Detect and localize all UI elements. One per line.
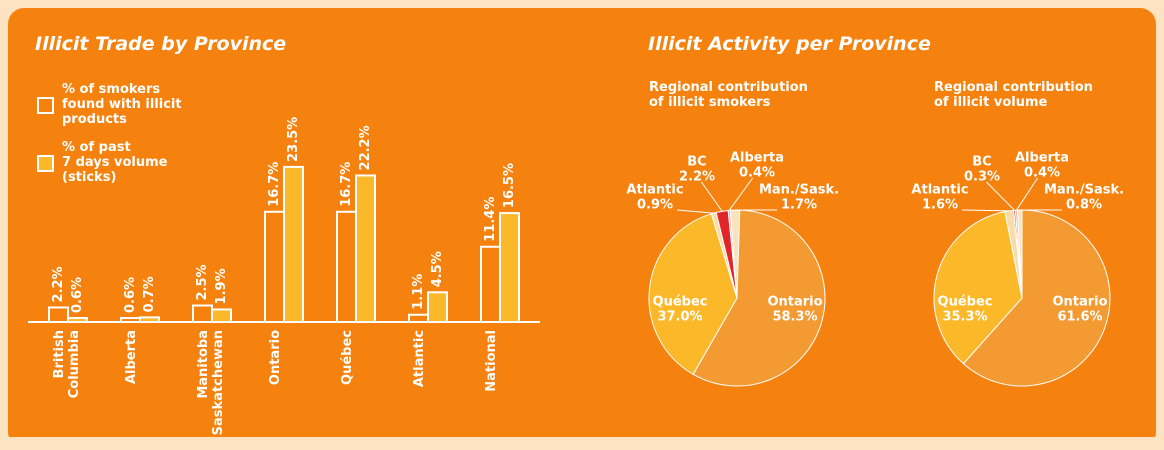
value-label: 22.2% <box>358 125 373 170</box>
value-label: 0.6% <box>123 277 138 313</box>
value-label: 0.4% <box>739 166 775 181</box>
category-label: BC <box>972 155 991 170</box>
value-label: 11.4% <box>483 197 498 242</box>
x-tick-label: British Columbia <box>52 330 82 450</box>
panel-title: Illicit Activity per Province <box>648 33 931 55</box>
x-tick-label: National <box>484 330 499 450</box>
x-tick-label: Ontario <box>268 330 283 450</box>
value-label: 1.7% <box>781 198 817 213</box>
value-label: 0.6% <box>70 277 85 313</box>
value-label: 37.0% <box>657 310 702 325</box>
x-tick-label: Alberta <box>124 330 139 450</box>
bar <box>212 309 231 322</box>
category-label: Man./Sask. <box>759 183 839 198</box>
category-label: BC <box>687 155 706 170</box>
value-label: 61.6% <box>1057 310 1102 325</box>
category-label: Ontario <box>1052 295 1107 310</box>
legend-label: % of smokers found with illicit products <box>62 82 182 127</box>
value-label: 0.8% <box>1066 198 1102 213</box>
value-label: 0.7% <box>142 276 157 312</box>
category-label: Alberta <box>730 151 784 166</box>
value-label: 1.6% <box>922 198 958 213</box>
legend-label: % of past 7 days volume (sticks) <box>62 140 167 185</box>
category-label: Man./Sask. <box>1044 183 1124 198</box>
category-label: Atlantic <box>911 183 968 198</box>
value-label: 2.5% <box>195 264 210 300</box>
category-label: Ontario <box>767 295 822 310</box>
bar <box>428 292 447 322</box>
value-label: 0.4% <box>1024 166 1060 181</box>
category-label: Québec <box>938 295 993 310</box>
value-label: 16.5% <box>502 163 517 208</box>
bar <box>500 213 519 322</box>
bar <box>68 318 87 322</box>
category-label: Québec <box>653 295 708 310</box>
value-label: 16.7% <box>339 162 354 207</box>
category-label: Atlantic <box>626 183 683 198</box>
value-label: 58.3% <box>772 310 817 325</box>
subtitle: Regional contribution of illicit volume <box>934 80 1093 110</box>
value-label: 16.7% <box>267 162 282 207</box>
page: 2.2% 0.6% 2.5% 16.7% 16.7% 1.1% 11.4% 0.6% 0.7% 1… <box>0 0 1164 437</box>
x-tick-label: Manitoba Saskatchewan <box>196 330 226 450</box>
chart-title: Illicit Trade by Province <box>35 33 286 55</box>
value-label: 0.3% <box>964 170 1000 185</box>
bar <box>284 167 303 322</box>
x-tick-label: Atlantic <box>412 330 427 450</box>
value-label: 2.2% <box>679 170 715 185</box>
chart: 2.2% 0.6% 2.5% 16.7% 16.7% 1.1% 11.4% 0.6% 0.7% 1… <box>0 0 1164 437</box>
subtitle: Regional contribution of illicit smokers <box>649 80 808 110</box>
value-label: 0.9% <box>637 198 673 213</box>
bar <box>356 175 375 322</box>
x-tick-label: Québec <box>340 330 355 450</box>
value-label: 1.1% <box>411 274 426 310</box>
value-label: 2.2% <box>51 266 66 302</box>
bar <box>140 317 159 322</box>
value-label: 35.3% <box>942 310 987 325</box>
value-label: 4.5% <box>430 251 445 287</box>
legend-swatch <box>38 156 53 171</box>
category-label: Alberta <box>1015 151 1069 166</box>
value-label: 1.9% <box>214 268 229 304</box>
value-label: 23.5% <box>286 117 301 162</box>
